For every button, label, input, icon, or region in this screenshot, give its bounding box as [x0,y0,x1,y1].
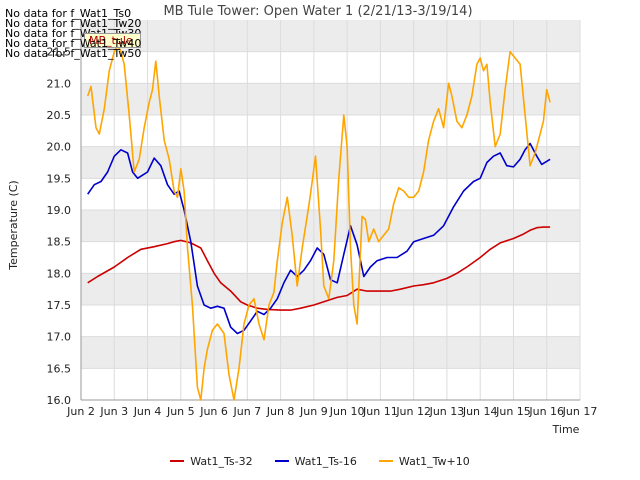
x-tick-label: Jun 9 [299,405,328,418]
y-tick-label: 21.5 [47,46,72,59]
series-line-wat1-tw-10 [86,44,551,401]
y-tick-label: 19.5 [47,172,72,185]
no-data-message: No data for f_Wat1_Tw20 [5,17,142,30]
y-tick-label: 17.5 [47,299,72,312]
legend-swatch [378,460,393,462]
x-tick-label: Jun 15 [495,405,531,418]
x-tick-label: Jun 11 [362,405,398,418]
y-tick-label: 19.0 [47,204,72,217]
legend-item-wat1-ts-32: Wat1_Ts-32 [170,453,253,469]
y-tick-label: 20.0 [47,141,72,154]
legend-label: Wat1_Ts-32 [190,454,253,468]
no-data-message: No data for f_Wat1_Tw40 [5,37,142,50]
x-tick-label: Jun 17 [562,405,598,418]
site-flag-label: MB_tule [89,34,133,47]
chart-title: MB Tule Tower: Open Water 1 (2/21/13-3/1… [163,4,472,19]
legend-item-wat1-ts-16: Wat1_Ts-16 [274,453,357,469]
x-tick-label: Jun 14 [462,405,498,418]
x-tick-label: Jun 6 [199,405,228,418]
series-line-wat1-ts-16 [87,142,551,335]
y-tick-label: 18.0 [47,267,72,280]
series-lines [86,44,551,401]
x-tick-label: Jun 2 [66,405,95,418]
y-tick-label: 16.5 [47,362,72,375]
no-data-message: No data for f_Wat1_Tw30 [5,27,142,40]
no-data-message: No data for f_Wat1_Ts0 [5,7,132,20]
y-axis-label: Temperature (C) [7,180,20,270]
legend-swatch [274,460,289,462]
x-tick-label: Jun 4 [133,405,162,418]
plot-band [81,20,580,52]
legend-label: Wat1_Ts-16 [294,454,357,468]
y-tick-label: 20.5 [47,109,72,122]
legend-label: Wat1_Tw+10 [398,454,470,468]
series-line-wat1-ts-32 [87,226,551,311]
x-tick-label: Jun 8 [266,405,295,418]
x-axis-label: Time [552,423,580,436]
x-tick-label: Jun 5 [166,405,195,418]
x-tick-label: Jun 12 [395,405,431,418]
x-tick-label: Jun 10 [329,405,365,418]
legend-swatch [170,460,185,462]
x-tick-label: Jun 13 [429,405,465,418]
y-tick-label: 21.0 [47,77,72,90]
y-tick-label: 18.5 [47,236,72,249]
plot-band [81,210,580,242]
legend-item-wat1-tw-10: Wat1_Tw+10 [378,453,470,469]
legend: Wat1_Ts-32 Wat1_Ts-16 Wat1_Tw+10 [0,453,640,469]
plot-band [81,83,580,115]
line-chart: 16.0 16.5 17.0 17.5 18.0 18.5 19.0 19.5 20.0 20.5… [7,4,597,436]
x-tick-label: Jun 7 [232,405,261,418]
site-flag-box: MB_tule [84,33,141,48]
no-data-message: No data for f_Wat1_Tw50 [5,47,142,60]
axes [80,20,580,401]
y-tick-label: 16.0 [47,394,72,407]
plot-band [81,336,580,369]
axis-labels: 16.0 16.5 17.0 17.5 18.0 18.5 19.0 19.5 20.0 20.5… [7,4,597,436]
y-tick-label: 17.0 [47,331,72,344]
x-tick-label: Jun 3 [99,405,128,418]
x-tick-label: Jun 16 [528,405,564,418]
